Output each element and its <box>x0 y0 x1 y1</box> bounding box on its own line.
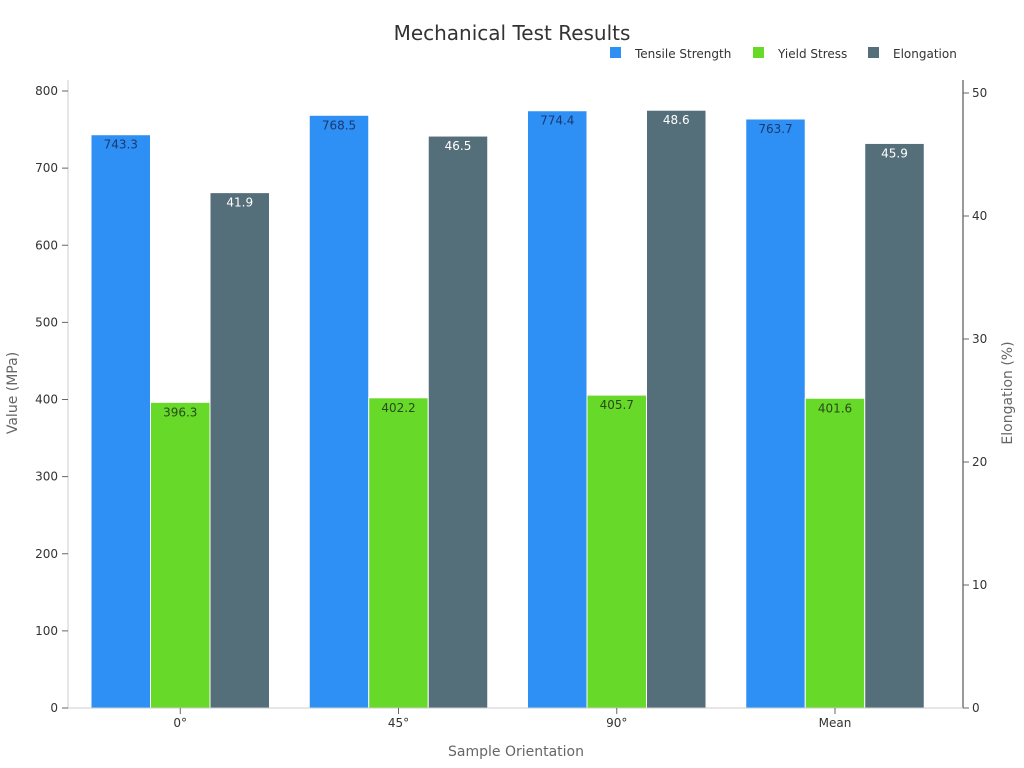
x-tick-label: 90° <box>606 716 627 730</box>
bar-yield-stress <box>804 397 866 709</box>
right-tick-label: 30 <box>972 332 987 346</box>
bar-elongation <box>646 109 707 709</box>
bars <box>90 109 925 709</box>
x-axis: 0° 45° 90° Mean <box>173 708 851 730</box>
left-tick-label: 200 <box>35 547 58 561</box>
bar-elongation <box>864 142 925 709</box>
x-tick-label: Mean <box>819 716 852 730</box>
bar-elongation <box>209 192 270 709</box>
left-tick-label: 500 <box>35 315 58 329</box>
data-label-yield-stress: 405.7 <box>600 398 634 412</box>
data-label-tensile-strength: 774.4 <box>540 114 574 128</box>
data-label-tensile-strength: 743.3 <box>104 138 138 152</box>
legend: Tensile Strength Yield Stress Elongation <box>610 47 957 61</box>
left-tick-label: 100 <box>35 624 58 638</box>
legend-swatch <box>610 47 621 58</box>
bar-tensile-strength <box>308 114 370 709</box>
right-tick-label: 10 <box>972 578 987 592</box>
right-tick-label: 20 <box>972 455 987 469</box>
right-tick-label: 0 <box>972 701 980 715</box>
data-label-tensile-strength: 763.7 <box>758 122 792 136</box>
data-label-elongation: 46.5 <box>445 139 472 153</box>
left-tick-label: 700 <box>35 161 58 175</box>
bar-yield-stress <box>586 394 647 709</box>
bar-tensile-strength <box>745 118 806 709</box>
left-tick-label: 800 <box>35 84 58 98</box>
data-label-yield-stress: 396.3 <box>163 405 197 419</box>
chart-title: Mechanical Test Results <box>394 21 631 45</box>
bar-yield-stress <box>368 397 429 709</box>
left-tick-label: 600 <box>35 238 58 252</box>
legend-swatch <box>753 47 764 58</box>
legend-label: Elongation <box>893 47 957 61</box>
left-axis-title: Value (MPa) <box>5 352 21 434</box>
bar-elongation <box>427 135 489 709</box>
data-label-elongation: 48.6 <box>663 113 690 127</box>
left-y-axis: 0 100 200 300 400 500 600 700 800 <box>35 80 69 715</box>
left-tick-label: 0 <box>50 701 58 715</box>
right-axis-title: Elongation (%) <box>1000 341 1016 444</box>
bar-labels: 743.3 396.3 41.9 768.5 402.2 46.5 774.4 405.7 48… <box>104 113 908 419</box>
x-tick-label: 45° <box>388 716 409 730</box>
bar-tensile-strength <box>90 134 151 709</box>
data-label-tensile-strength: 768.5 <box>322 118 356 132</box>
data-label-yield-stress: 402.2 <box>381 401 415 415</box>
bar-tensile-strength <box>527 110 588 709</box>
x-tick-label: 0° <box>173 716 187 730</box>
right-tick-label: 50 <box>972 86 987 100</box>
legend-label: Tensile Strength <box>634 47 731 61</box>
data-label-yield-stress: 401.6 <box>818 401 852 415</box>
bar-yield-stress <box>150 401 211 709</box>
data-label-elongation: 41.9 <box>226 196 253 210</box>
legend-swatch <box>868 47 879 58</box>
x-axis-title: Sample Orientation <box>448 744 584 760</box>
right-tick-label: 40 <box>972 209 987 223</box>
data-label-elongation: 45.9 <box>881 146 908 160</box>
right-y-axis: 0 10 20 30 40 50 <box>962 80 987 715</box>
left-tick-label: 300 <box>35 470 58 484</box>
left-tick-label: 400 <box>35 393 58 407</box>
legend-label: Yield Stress <box>777 47 847 61</box>
